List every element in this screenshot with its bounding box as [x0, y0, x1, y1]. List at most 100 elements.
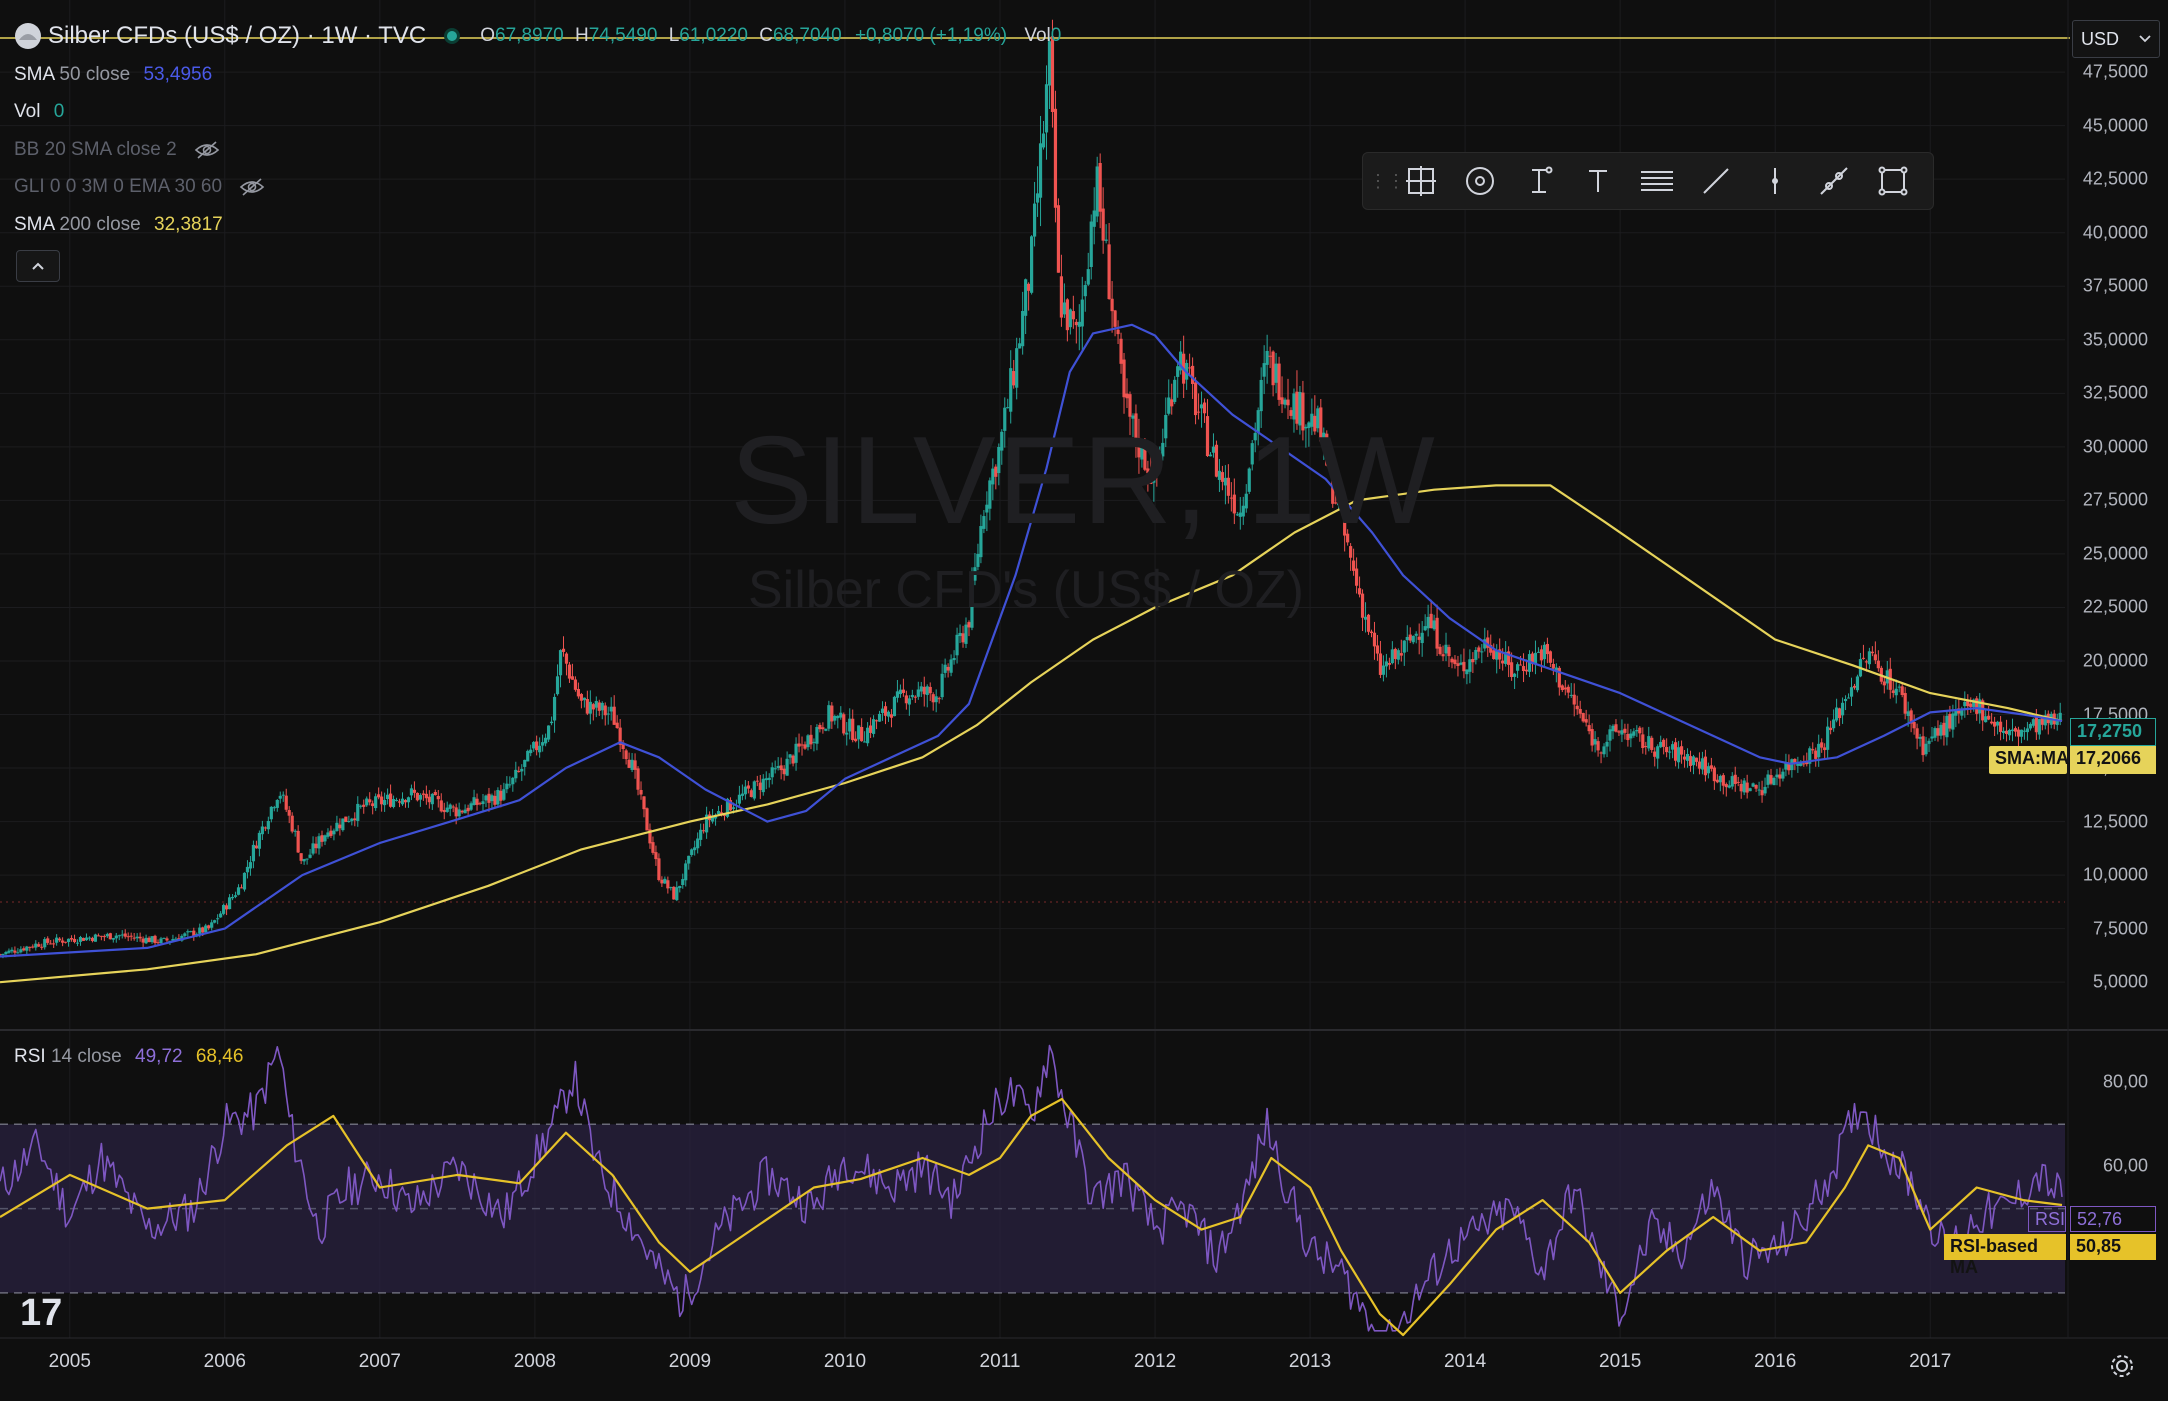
candle-body — [1504, 651, 1508, 664]
legend-sma50[interactable]: SMA 50 close 53,4956 — [14, 64, 212, 86]
candle-body — [1829, 727, 1833, 731]
candle-body — [1265, 350, 1269, 365]
drag-handle-icon[interactable]: ⋮⋮ — [1369, 170, 1405, 191]
candle-body — [552, 696, 557, 721]
candle-body — [353, 818, 357, 821]
legend-gli-text: GLI 0 0 3M 0 EMA 30 60 — [14, 176, 223, 197]
candle-body — [1459, 662, 1463, 665]
candle-body — [705, 814, 709, 833]
legend-vol[interactable]: Vol 0 — [14, 101, 64, 123]
candle-body — [919, 686, 923, 692]
tradingview-logo[interactable]: 17 — [20, 1292, 63, 1334]
candle-body — [1456, 663, 1460, 667]
candle-body — [1492, 650, 1496, 660]
candle-body — [1572, 694, 1576, 705]
candle-body — [1059, 276, 1064, 318]
candle-body — [1032, 203, 1037, 237]
candle-body — [2037, 719, 2041, 735]
candle-body — [1894, 688, 1898, 696]
candle-body — [1542, 644, 1547, 660]
horizontal-lines-icon[interactable] — [1627, 153, 1686, 209]
candle-body — [1954, 709, 1958, 716]
text-icon[interactable] — [1568, 153, 1627, 209]
legend-sma200[interactable]: SMA 200 close 32,3817 — [14, 214, 223, 236]
candle-body — [1435, 617, 1439, 649]
candle-body — [520, 768, 524, 772]
candle-body — [1349, 546, 1353, 558]
text-cursor-icon[interactable] — [1509, 153, 1568, 209]
candle-body — [1176, 366, 1180, 377]
candle-body — [1578, 708, 1582, 714]
candle-body — [597, 702, 601, 711]
candle-body — [1587, 725, 1591, 732]
candle-body — [1468, 659, 1472, 672]
candle-body — [564, 653, 569, 664]
candle-body — [1277, 363, 1281, 400]
candle-body — [1778, 774, 1782, 779]
candle-body — [1560, 685, 1564, 691]
circle-target-icon[interactable] — [1450, 153, 1509, 209]
candle-body — [851, 718, 855, 741]
candle-body — [359, 805, 363, 807]
candle-body — [517, 770, 521, 772]
candle-body — [854, 738, 858, 742]
ray-line-icon[interactable] — [1804, 153, 1863, 209]
drawing-toolbar: ⋮⋮ — [1362, 152, 1934, 210]
symbol-title[interactable]: Silber CFDs (US$ / OZ) · 1W · TVC — [48, 22, 427, 49]
candle-body — [1199, 404, 1204, 409]
candle-body — [1921, 736, 1925, 756]
legend-bb-hidden[interactable]: BB 20 SMA close 2 — [14, 139, 220, 161]
candle-body — [895, 691, 900, 698]
candle-body — [111, 938, 115, 940]
candle-body — [1423, 626, 1427, 631]
candle-body — [1638, 727, 1642, 734]
candle-body — [1298, 391, 1302, 426]
collapse-legend-button[interactable] — [16, 250, 60, 282]
candle-body — [233, 895, 238, 897]
vertical-line-icon[interactable] — [1745, 153, 1804, 209]
sma-ma-value-label: 17,2066 — [2070, 746, 2156, 774]
eye-hidden-icon[interactable] — [239, 177, 265, 197]
candle-body — [1211, 446, 1216, 453]
candle-body — [1751, 783, 1755, 787]
candle-body — [785, 758, 789, 776]
candle-body — [46, 938, 50, 943]
candle-body — [931, 694, 935, 703]
candle-body — [2031, 719, 2035, 726]
candle-body — [2016, 729, 2021, 737]
candle-body — [1760, 790, 1764, 796]
currency-selector[interactable]: USD — [2072, 20, 2160, 58]
candle-body — [1417, 636, 1421, 640]
eye-hidden-icon[interactable] — [194, 140, 220, 160]
candle-body — [201, 927, 205, 933]
rectangle-icon[interactable] — [1863, 153, 1922, 209]
candle-body — [1453, 659, 1457, 665]
trend-line-icon[interactable] — [1686, 153, 1745, 209]
crosshair-box-icon[interactable] — [1391, 153, 1450, 209]
candle-body — [1593, 739, 1597, 745]
candle-body — [1656, 746, 1660, 759]
candle-body — [1170, 399, 1174, 407]
candle-body — [1450, 658, 1454, 663]
gear-icon[interactable] — [2108, 1352, 2136, 1380]
candle-body — [183, 933, 187, 936]
candle-body — [1080, 299, 1084, 327]
candle-body — [1644, 746, 1648, 748]
candle-body — [1772, 777, 1776, 786]
candle-body — [189, 931, 193, 933]
candle-body — [43, 939, 47, 948]
candle-body — [1933, 728, 1937, 738]
time-tick-label: 2014 — [1443, 1351, 1487, 1372]
candle-body — [2025, 728, 2030, 733]
legend-rsi[interactable]: RSI 14 close 49,72 68,46 — [14, 1046, 243, 1068]
candle-body — [830, 705, 834, 722]
candle-body — [153, 935, 157, 944]
candle-body — [1909, 710, 1913, 724]
candle-body — [982, 516, 986, 529]
candle-body — [58, 938, 62, 941]
legend-gli-hidden[interactable]: GLI 0 0 3M 0 EMA 30 60 — [14, 176, 265, 198]
candle-body — [93, 934, 98, 942]
candle-body — [388, 793, 393, 807]
candle-body — [1736, 781, 1740, 783]
